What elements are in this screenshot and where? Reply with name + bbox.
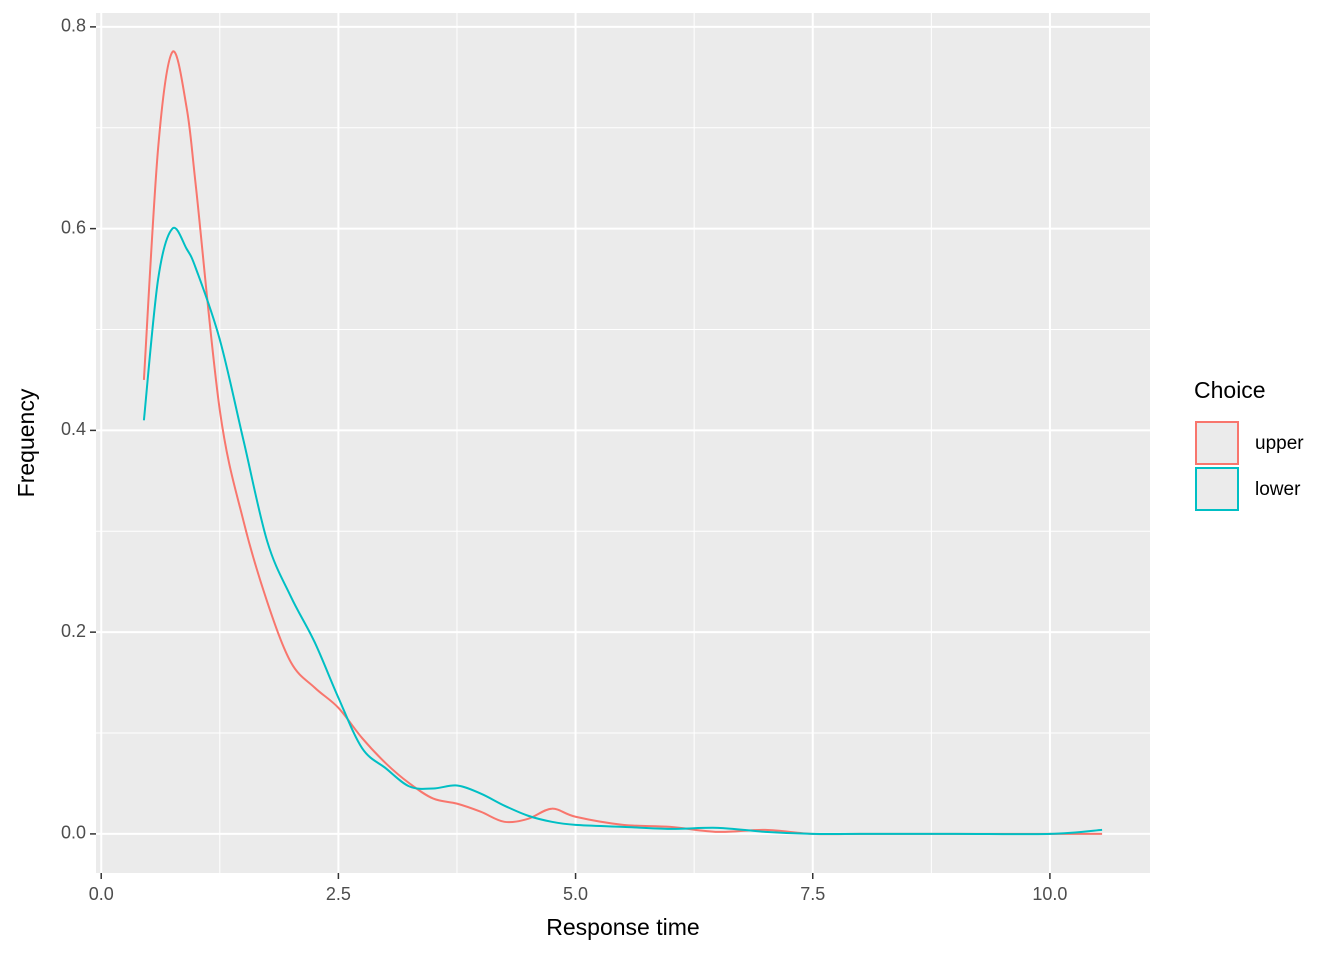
y-tick-label: 0.8 [61,16,86,36]
x-tick-label: 10.0 [1032,884,1067,904]
x-tick-label: 5.0 [563,884,588,904]
y-tick-label: 0.2 [61,621,86,641]
x-tick-label: 2.5 [326,884,351,904]
panel [96,13,1150,873]
y-tick-label: 0.0 [61,823,86,843]
legend-title: Choice [1194,377,1266,403]
legend-label: upper [1255,433,1304,454]
lines [142,50,1103,836]
legend-key [1195,467,1239,511]
y-axis-title: Frequency [13,388,39,497]
density-line [142,50,1103,836]
y-tick-label: 0.4 [61,419,86,439]
legend: upper lower [1195,421,1304,511]
x-tick-label: 0.0 [89,884,114,904]
legend-key [1195,421,1239,465]
x-tick-label: 7.5 [800,884,825,904]
legend-label: lower [1255,479,1301,500]
y-tick-label: 0.6 [61,217,86,237]
density-line [142,226,1103,836]
axes: 0.0 2.5 5.0 7.5 10.0 0.0 0.2 0.4 0.6 0.8 [61,16,1067,904]
x-axis-title: Response time [546,914,699,940]
